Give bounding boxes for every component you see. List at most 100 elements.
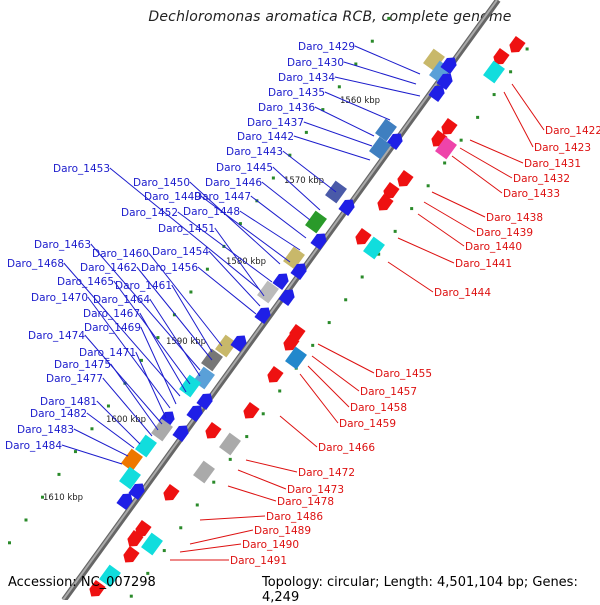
- forward-gene-block[interactable]: [369, 136, 391, 160]
- gene-label-daro-1455[interactable]: Daro_1455: [375, 368, 432, 380]
- gene-label-daro-1437[interactable]: Daro_1437: [247, 117, 304, 129]
- reverse-gene-block[interactable]: [285, 346, 307, 370]
- forward-gene-arrow[interactable]: [172, 422, 191, 442]
- gene-label-daro-1474[interactable]: Daro_1474: [28, 330, 85, 342]
- reverse-gene-arrow[interactable]: [132, 520, 152, 540]
- reverse-gene-block[interactable]: [435, 136, 457, 160]
- reverse-gene-arrow[interactable]: [264, 366, 284, 386]
- gene-label-daro-1463[interactable]: Daro_1463: [34, 239, 91, 251]
- gene-label-daro-1459[interactable]: Daro_1459: [339, 418, 396, 430]
- reverse-gene-arrow[interactable]: [394, 170, 414, 190]
- forward-gene-arrow[interactable]: [440, 54, 459, 74]
- gene-label-daro-1462[interactable]: Daro_1462: [80, 262, 137, 274]
- reverse-gene-arrow[interactable]: [286, 324, 306, 344]
- gene-label-daro-1453[interactable]: Daro_1453: [53, 163, 110, 175]
- reverse-gene-arrow[interactable]: [240, 402, 260, 422]
- gene-label-daro-1448[interactable]: Daro_1448: [183, 206, 240, 218]
- gene-label-daro-1465[interactable]: Daro_1465: [57, 276, 114, 288]
- gene-label-daro-1466[interactable]: Daro_1466: [318, 442, 375, 454]
- reverse-gene-arrow[interactable]: [120, 546, 140, 566]
- reverse-gene-arrow[interactable]: [352, 228, 372, 248]
- gene-label-daro-1436[interactable]: Daro_1436: [258, 102, 315, 114]
- reverse-gene-arrow[interactable]: [438, 118, 458, 138]
- reverse-gene-arrow[interactable]: [506, 36, 526, 56]
- gene-label-daro-1432[interactable]: Daro_1432: [513, 173, 570, 185]
- gene-label-daro-1450[interactable]: Daro_1450: [133, 177, 190, 189]
- gene-label-daro-1475[interactable]: Daro_1475: [54, 359, 111, 371]
- gene-label-daro-1445[interactable]: Daro_1445: [216, 162, 273, 174]
- reverse-gene-block[interactable]: [141, 532, 163, 556]
- forward-gene-arrow[interactable]: [254, 304, 273, 324]
- forward-gene-arrow[interactable]: [310, 230, 329, 250]
- gene-label-daro-1440[interactable]: Daro_1440: [465, 241, 522, 253]
- gene-label-daro-1461[interactable]: Daro_1461: [115, 280, 172, 292]
- gene-label-daro-1469[interactable]: Daro_1469: [84, 322, 141, 334]
- gene-label-daro-1468[interactable]: Daro_1468: [7, 258, 64, 270]
- reverse-gene-arrow[interactable]: [124, 530, 144, 550]
- gene-label-daro-1457[interactable]: Daro_1457: [360, 386, 417, 398]
- gene-label-daro-1470[interactable]: Daro_1470: [31, 292, 88, 304]
- forward-gene-block[interactable]: [121, 448, 143, 472]
- gene-label-daro-1423[interactable]: Daro_1423: [534, 142, 591, 154]
- reverse-gene-block[interactable]: [363, 236, 385, 260]
- reverse-gene-arrow[interactable]: [160, 484, 180, 504]
- gene-label-daro-1483[interactable]: Daro_1483: [17, 424, 74, 436]
- gene-label-daro-1477[interactable]: Daro_1477: [46, 373, 103, 385]
- forward-gene-block[interactable]: [215, 334, 237, 358]
- gene-label-daro-1456[interactable]: Daro_1456: [141, 262, 198, 274]
- forward-gene-arrow[interactable]: [116, 490, 135, 510]
- reverse-gene-block[interactable]: [193, 460, 215, 484]
- reverse-gene-block[interactable]: [219, 432, 241, 456]
- forward-gene-arrow[interactable]: [186, 402, 205, 422]
- gene-label-daro-1447[interactable]: Daro_1447: [194, 191, 251, 203]
- forward-gene-arrow[interactable]: [386, 130, 405, 150]
- gene-label-daro-1430[interactable]: Daro_1430: [287, 57, 344, 69]
- gene-label-daro-1490[interactable]: Daro_1490: [242, 539, 299, 551]
- gene-label-daro-1433[interactable]: Daro_1433: [503, 188, 560, 200]
- gene-label-daro-1442[interactable]: Daro_1442: [237, 131, 294, 143]
- reverse-gene-block[interactable]: [483, 60, 505, 84]
- gene-label-daro-1460[interactable]: Daro_1460: [92, 248, 149, 260]
- gene-label-daro-1438[interactable]: Daro_1438: [486, 212, 543, 224]
- forward-gene-block[interactable]: [283, 246, 305, 270]
- forward-gene-block[interactable]: [375, 118, 397, 142]
- gene-label-daro-1458[interactable]: Daro_1458: [350, 402, 407, 414]
- reverse-gene-arrow[interactable]: [380, 182, 400, 202]
- reverse-gene-arrow[interactable]: [490, 48, 510, 68]
- reverse-gene-arrow[interactable]: [280, 334, 300, 354]
- forward-gene-block[interactable]: [257, 280, 279, 304]
- reverse-gene-arrow[interactable]: [202, 422, 222, 442]
- gene-label-daro-1452[interactable]: Daro_1452: [121, 207, 178, 219]
- forward-gene-arrow[interactable]: [338, 196, 357, 216]
- forward-gene-arrow[interactable]: [128, 480, 147, 500]
- gene-label-daro-1429[interactable]: Daro_1429: [298, 41, 355, 53]
- gene-label-daro-1439[interactable]: Daro_1439: [476, 227, 533, 239]
- reverse-gene-arrow[interactable]: [86, 580, 106, 600]
- forward-gene-block[interactable]: [119, 466, 141, 490]
- gene-label-daro-1486[interactable]: Daro_1486: [266, 511, 323, 523]
- gene-label-daro-1478[interactable]: Daro_1478: [277, 496, 334, 508]
- gene-label-daro-1472[interactable]: Daro_1472: [298, 467, 355, 479]
- gene-label-daro-1489[interactable]: Daro_1489: [254, 525, 311, 537]
- gene-label-daro-1422[interactable]: Daro_1422: [545, 125, 600, 137]
- gene-label-daro-1434[interactable]: Daro_1434: [278, 72, 335, 84]
- gene-label-daro-1446[interactable]: Daro_1446: [205, 177, 262, 189]
- gene-label-daro-1454[interactable]: Daro_1454: [152, 246, 209, 258]
- gene-label-daro-1481[interactable]: Daro_1481: [40, 396, 97, 408]
- gene-label-daro-1482[interactable]: Daro_1482: [30, 408, 87, 420]
- gene-label-daro-1444[interactable]: Daro_1444: [434, 287, 491, 299]
- gene-label-daro-1443[interactable]: Daro_1443: [226, 146, 283, 158]
- forward-gene-arrow[interactable]: [290, 260, 309, 280]
- gene-label-daro-1464[interactable]: Daro_1464: [93, 294, 150, 306]
- forward-gene-arrow[interactable]: [230, 332, 249, 352]
- forward-gene-arrow[interactable]: [428, 82, 447, 102]
- reverse-gene-arrow[interactable]: [374, 194, 394, 214]
- forward-gene-arrow[interactable]: [278, 286, 297, 306]
- gene-label-daro-1467[interactable]: Daro_1467: [83, 308, 140, 320]
- gene-label-daro-1435[interactable]: Daro_1435: [268, 87, 325, 99]
- forward-gene-block[interactable]: [305, 210, 327, 234]
- gene-label-daro-1449[interactable]: Daro_1449: [144, 191, 201, 203]
- forward-gene-block[interactable]: [423, 48, 445, 72]
- gene-label-daro-1451[interactable]: Daro_1451: [158, 223, 215, 235]
- gene-label-daro-1491[interactable]: Daro_1491: [230, 555, 287, 567]
